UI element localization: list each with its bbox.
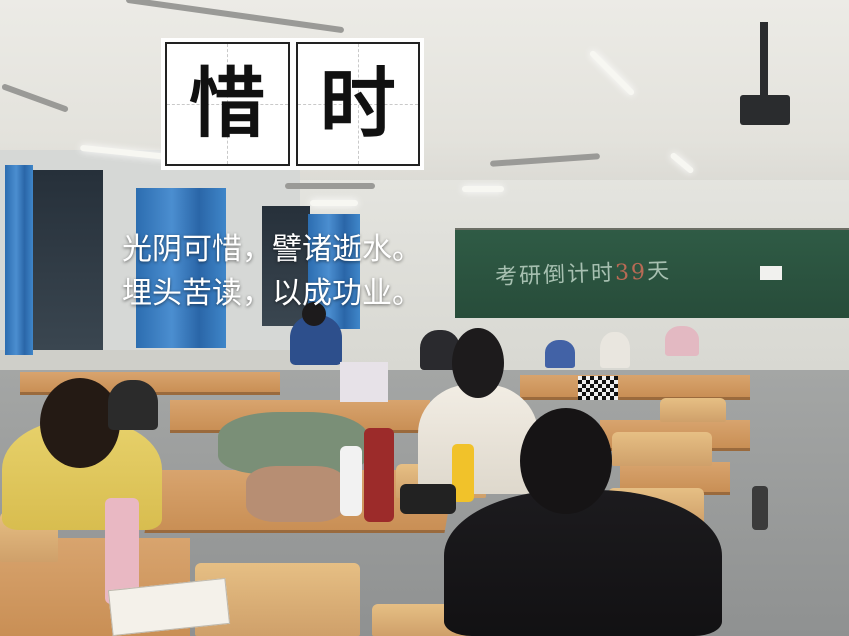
blackboard-countdown: 考研倒计时39天 xyxy=(494,253,672,291)
notice-paper xyxy=(760,266,782,280)
title-grid-cell: 时 xyxy=(295,42,420,166)
student-white-sweater xyxy=(418,384,538,494)
checkered-box xyxy=(578,376,618,400)
poem-line-2: 埋头苦读，以成功业。 xyxy=(122,276,422,311)
countdown-number: 39 xyxy=(614,259,648,286)
chair xyxy=(612,432,712,466)
water-bottle xyxy=(340,446,362,516)
ceiling-light xyxy=(462,186,504,192)
title-char-1: 惜 xyxy=(189,59,266,148)
poem-line-1: 光阴可惜，譬诸逝水。 xyxy=(122,232,422,267)
ceiling-light xyxy=(310,200,358,206)
pencil-case xyxy=(400,484,456,514)
poem-overlay: 光阴可惜，譬诸逝水。 埋头苦读，以成功业。 xyxy=(122,228,422,316)
window xyxy=(262,206,310,326)
student-head xyxy=(40,378,120,468)
student xyxy=(108,380,158,430)
pink-bag xyxy=(340,362,388,402)
water-bottle xyxy=(752,486,768,530)
projector-mount xyxy=(760,22,768,96)
student xyxy=(600,332,630,368)
water-bottle xyxy=(105,498,139,604)
countdown-text: 考研倒计时 xyxy=(494,260,616,291)
title-card: 惜 时 xyxy=(161,38,424,170)
curtain xyxy=(5,165,33,355)
ceiling-fan xyxy=(285,183,375,189)
chair xyxy=(660,398,726,422)
juice-bottle xyxy=(452,444,474,502)
student-black-hoodie xyxy=(444,490,722,636)
title-grid-cell: 惜 xyxy=(165,42,290,166)
projector xyxy=(740,95,790,125)
blackboard xyxy=(455,228,849,318)
countdown-unit: 天 xyxy=(646,258,672,285)
curtain xyxy=(136,188,226,348)
title-char-2: 时 xyxy=(319,59,396,148)
student xyxy=(545,340,575,368)
student-head xyxy=(520,408,612,514)
student-head xyxy=(302,302,326,326)
desk xyxy=(520,375,750,400)
water-bottle xyxy=(364,428,394,522)
plush-toy xyxy=(246,466,346,522)
student xyxy=(665,326,699,356)
student-head xyxy=(452,328,504,398)
